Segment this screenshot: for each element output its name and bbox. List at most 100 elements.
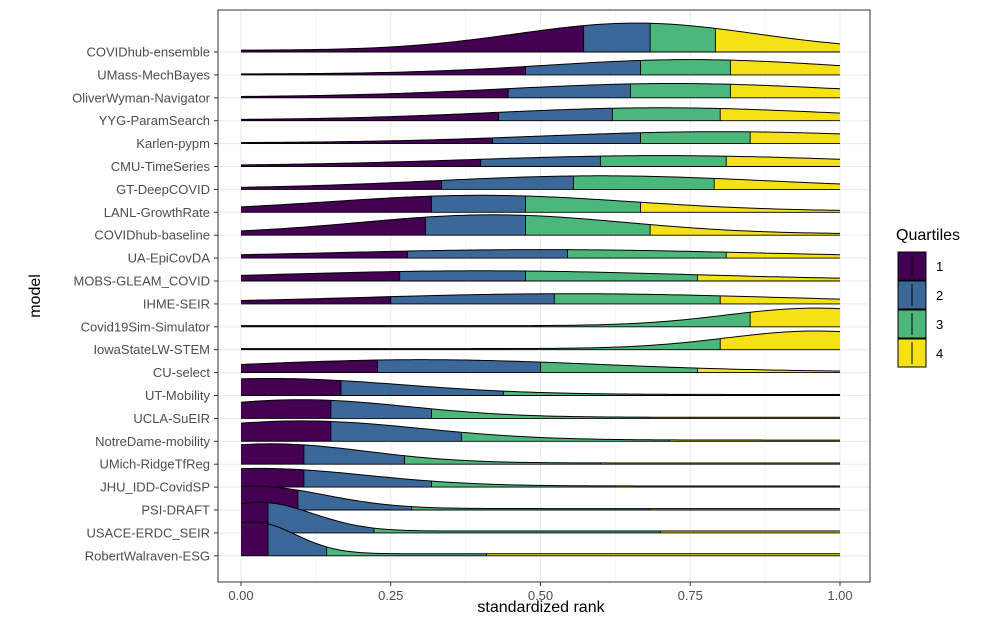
x-tick-label: 0.00 (228, 588, 253, 603)
quartile-3-area (612, 107, 721, 121)
y-tick-label: Covid19Sim-Simulator (81, 319, 211, 334)
quartile-1-area (241, 196, 432, 213)
y-tick-label: CMU-TimeSeries (111, 159, 211, 174)
y-tick-label: JHU_IDD-CovidSP (100, 480, 210, 495)
quartile-2-area (583, 23, 651, 52)
quartile-2-area (330, 421, 462, 442)
legend-item-2: 2 (897, 280, 943, 310)
quartile-2-area (267, 502, 374, 533)
density-outline (240, 501, 840, 532)
quartile-2-area (303, 469, 432, 488)
y-tick-label: UA-EpiCovDA (128, 251, 211, 266)
quartile-2-area (330, 400, 432, 419)
quartile-1-area (241, 112, 499, 121)
quartile-3-area (373, 528, 661, 533)
ridge-LANL-GrowthRate (240, 194, 841, 213)
quartile-4-area (714, 178, 840, 190)
quartile-2-area (525, 60, 641, 75)
y-tick-label: GT-DeepCOVID (116, 182, 210, 197)
quartile-1-area (241, 271, 400, 281)
y-axis-title: model (27, 274, 44, 318)
quartile-2-area (297, 490, 412, 510)
ridge-UMich-RidgeTfReg (240, 443, 840, 465)
quartile-1-area (241, 420, 331, 442)
quartile-1-area (241, 88, 509, 98)
density-outline (240, 420, 840, 441)
ridge-IowaStateLW-STEM (241, 330, 841, 351)
ridge-JHU_IDD-CovidSP (240, 467, 840, 488)
density-outline (240, 443, 840, 464)
density-outline (240, 377, 840, 395)
ridge-PSI-DRAFT (240, 485, 840, 511)
plot-border (217, 9, 871, 583)
y-tick-label: USACE-ERDC_SEIR (86, 525, 210, 540)
x-tick-label: 1.00 (827, 588, 852, 603)
quartile-3-area (431, 408, 651, 419)
ridge-NotreDame-mobility (240, 420, 840, 442)
y-tick-label: IHME-SEIR (143, 296, 210, 311)
ridge-COVIDhub-baseline (240, 214, 841, 236)
quartile-3-area (411, 506, 651, 510)
quartile-2-area (377, 359, 541, 373)
ridge-Covid19Sim-Simulator (241, 307, 841, 328)
quartile-2-area (492, 132, 641, 144)
density-outline (240, 359, 841, 372)
quartile-1-area (241, 399, 331, 419)
quartile-1-area (241, 25, 584, 52)
quartile-3-area (461, 432, 670, 442)
quartile-2-area (399, 270, 526, 281)
quartile-2-area (303, 444, 405, 465)
density-outline (241, 307, 841, 327)
y-tick-label: Karlen-pypm (136, 136, 210, 151)
density-outline (240, 214, 841, 234)
ridge-CMU-TimeSeries (240, 155, 841, 167)
quartile-4-area (697, 274, 840, 281)
ridge-UT-Mobility (240, 377, 840, 396)
quartile-4-area (715, 28, 840, 52)
y-tick-label: UT-Mobility (145, 388, 211, 403)
y-tick-label: CU-select (153, 365, 210, 380)
quartile-1-area (241, 217, 426, 236)
quartile-3-area (525, 196, 641, 213)
quartile-3-area (650, 23, 716, 52)
density-outline (240, 293, 841, 301)
quartile-3-area (404, 455, 601, 465)
y-tick-label: YYG-ParamSearch (99, 113, 210, 128)
y-tick-label: OliverWyman-Navigator (72, 90, 211, 105)
quartile-3-area (640, 59, 731, 75)
legend-items: 1 2 3 4 (897, 251, 943, 368)
legend-item-1: 1 (897, 251, 943, 281)
ridge-RobertWalraven-ESG (240, 521, 840, 557)
quartile-3-area (510, 338, 721, 350)
ridge-CU-select (240, 359, 841, 374)
x-tick-label: 0.25 (378, 588, 403, 603)
ridge-GT-DeepCOVID (240, 175, 841, 190)
quartile-2-area (407, 249, 568, 259)
quartile-2-area (425, 214, 526, 236)
y-tick-label: RobertWalraven-ESG (85, 548, 210, 563)
y-tick-label: NotreDame-mobility (95, 434, 210, 449)
ridge-COVIDhub-ensemble (240, 22, 841, 53)
quartile-3-area (630, 83, 731, 98)
y-tick-label: COVIDhub-baseline (94, 228, 210, 243)
legend-label: 4 (936, 346, 943, 361)
density-outline (240, 485, 840, 510)
legend-label: 3 (936, 317, 943, 332)
legend-item-4: 4 (897, 338, 943, 368)
density-outline (240, 175, 841, 188)
quartile-4-area (730, 60, 840, 75)
quartile-1-area (241, 443, 304, 465)
density-outline (240, 270, 841, 279)
density-outline (240, 155, 841, 166)
quartile-2-area (431, 195, 526, 213)
y-tick-label: UCLA-SuEIR (133, 411, 210, 426)
y-tick-label: COVIDhub-ensemble (86, 45, 210, 60)
density-outline (240, 131, 841, 144)
quartile-3-area (525, 271, 698, 281)
density-outline (240, 249, 841, 256)
x-ticks: 0.00 0.25 0.50 0.75 1.00 (228, 582, 853, 603)
quartile-3-area (540, 362, 698, 373)
y-tick-label: IowaStateLW-STEM (93, 342, 210, 357)
quartile-4-area (720, 108, 840, 121)
ridge-UCLA-SuEIR (240, 399, 840, 419)
